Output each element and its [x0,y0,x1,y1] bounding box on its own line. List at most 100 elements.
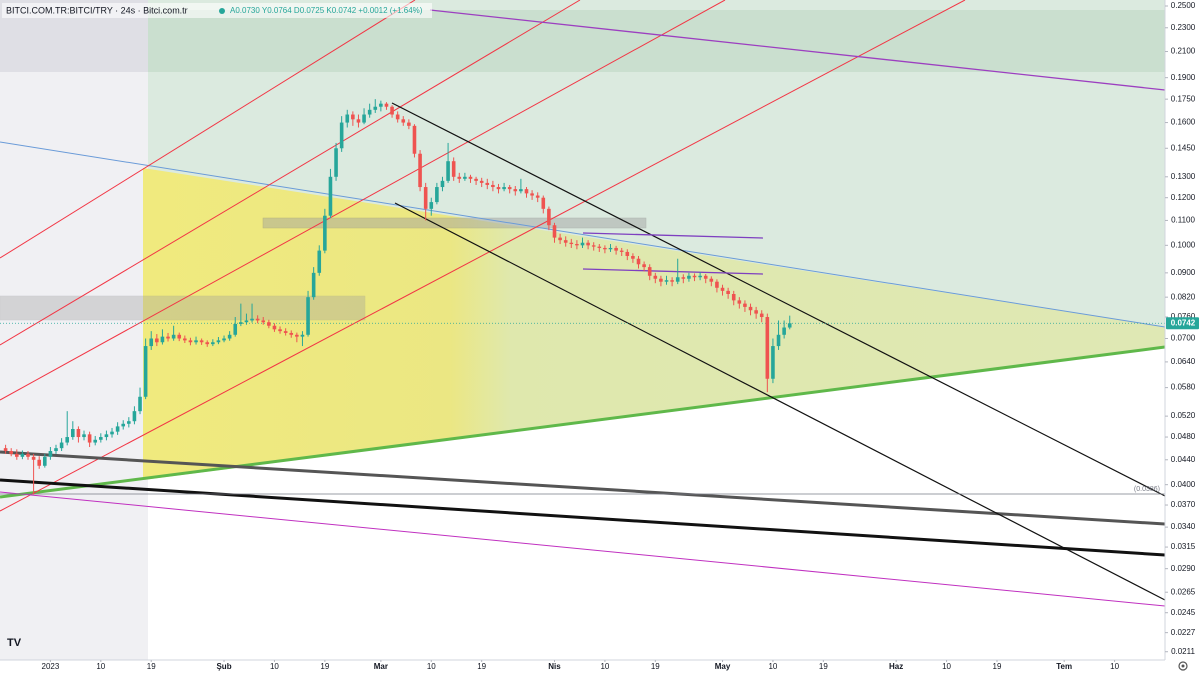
candle-body [496,187,501,190]
candle-body [580,242,585,246]
y-tick-label: 0.0640 [1171,357,1196,366]
candle-body [160,336,165,343]
candle-body [401,119,406,123]
y-tick-label: 0.0290 [1171,564,1196,573]
candle-body [429,202,434,209]
candle-body [295,334,299,337]
x-tick-label: 19 [477,662,486,671]
candle-body [547,208,551,226]
horizontal-line-label: (0.0386) [1134,486,1160,493]
candle-body [737,300,742,304]
candle-body [362,114,366,123]
trend-line [0,141,1165,328]
candle-body [93,439,98,443]
candle-body [272,325,277,330]
y-tick-label: 0.1900 [1171,73,1196,82]
candle-body [782,327,786,335]
candle-body [205,342,210,345]
candle-body [664,280,669,282]
candle-body [183,338,187,341]
candle-body [155,338,159,343]
candle-body [110,431,114,435]
candle-body [743,303,747,307]
trend-line [394,202,1165,601]
candle-body [311,272,316,298]
settings-icon[interactable] [1178,661,1188,671]
candle-body [698,275,702,278]
y-tick-label: 0.2300 [1171,23,1196,32]
candle-body [692,275,697,278]
candle-body [765,317,770,379]
candle-body [759,313,764,318]
y-tick-label: 0.0211 [1171,647,1195,656]
candle-body [356,119,361,123]
candle-body [188,340,193,343]
candle-body [619,250,624,252]
candle-body [9,451,14,454]
channel-line [0,0,966,512]
candle-body [468,176,473,179]
candle-body [261,320,266,323]
x-tick-label: 19 [819,662,828,671]
candle-body [647,267,652,276]
candle-body [569,242,574,245]
candle-body [3,448,8,452]
candle-body [457,176,462,179]
candles [3,99,792,495]
trend-line [429,9,1165,91]
last-price-label: 0.0742 [1171,318,1196,327]
x-tick-label: Tem [1056,662,1072,671]
candle-body [463,176,467,179]
candle-body [143,346,148,397]
candle-body [575,244,579,246]
candle-body [43,456,47,466]
candle-body [418,153,422,188]
candle-body [541,197,546,209]
candle-body [390,106,394,115]
candle-body [132,411,137,422]
candle-body [507,187,512,190]
candle-body [255,318,260,321]
y-tick-label: 0.1000 [1171,240,1196,249]
y-tick-label: 0.0900 [1171,268,1196,277]
candle-body [317,250,322,273]
candle-body [597,246,602,248]
candle-body [412,125,417,154]
channel-line [0,0,581,346]
symbol-title[interactable]: BITCI.COM.TR:BITCI/TRY · 24s · Bitci.com… [6,5,188,15]
candle-body [726,290,730,294]
x-tick-label: 19 [320,662,329,671]
candle-body [87,434,92,443]
y-tick-label: 0.0440 [1171,455,1196,464]
candle-body [171,334,176,339]
last-price-box [1166,317,1199,330]
levels: (0.0386) [0,322,1165,495]
gear[interactable] [1178,661,1188,671]
candle-body [642,264,646,268]
candle-body [771,346,775,379]
candle-body [71,429,75,438]
y-tick-label: 0.0820 [1171,292,1196,301]
candle-body [239,322,243,324]
candle-body [535,195,540,198]
green-zone [148,0,1165,330]
candle-body [121,423,126,427]
y-tick-label: 0.0520 [1171,411,1196,420]
candle-body [76,429,81,438]
time-axis [0,660,1165,674]
left-shade [0,0,148,660]
tv-logo[interactable]: TV [7,637,22,649]
candle-body [748,306,753,311]
candle-body [715,281,719,288]
candle-body [407,122,411,126]
y-tick-label: 0.0227 [1171,628,1196,637]
channel-line [0,0,726,401]
candle-body [787,323,792,328]
candle-body [199,340,204,343]
candle-body [754,310,758,314]
candle-body [177,334,182,339]
candle-body [513,189,518,192]
candle-body [149,338,154,347]
